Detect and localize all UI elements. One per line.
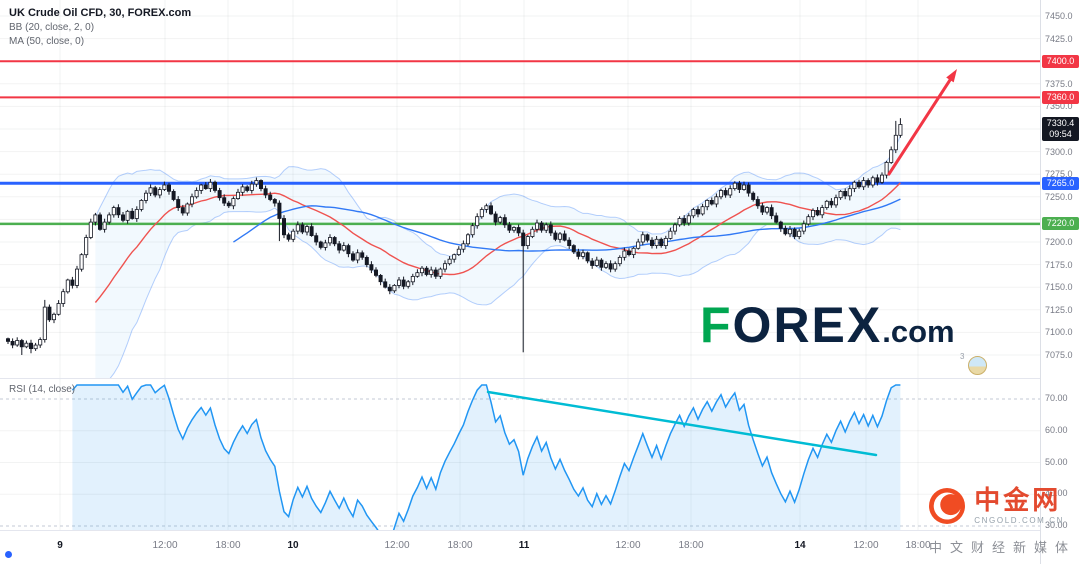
price-tick-label: 7125.0	[1045, 304, 1073, 315]
price-axis[interactable]: 7450.0 7425.0 7375.0 7350.0 7300.0 7275.0 7250…	[1040, 0, 1080, 564]
price-level-badge: 7360.0	[1042, 90, 1079, 104]
forex-logo-text: OREX	[732, 297, 883, 353]
globe-icon: 3	[958, 352, 990, 376]
price-tick-label: 7375.0	[1045, 78, 1073, 89]
price-tick-label: 7175.0	[1045, 259, 1073, 270]
cngold-domain: CNGOLD.COM.CN	[974, 516, 1064, 525]
time-label: 12:00	[384, 540, 410, 551]
bb-indicator-label: BB (20, close, 2, 0)	[9, 22, 95, 33]
time-label: 11	[518, 540, 530, 551]
price-tick-label: 7250.0	[1045, 191, 1073, 202]
price-tick-label: 7275.0	[1045, 169, 1073, 180]
price-tick-label: 7425.0	[1045, 33, 1073, 44]
time-axis[interactable]: 9 12:00 18:00 10 12:00 18:00 11 12:00 18:00 14 12:…	[0, 530, 1040, 564]
time-label: 9	[57, 540, 63, 551]
time-label: 12:00	[152, 540, 178, 551]
time-label: 10	[287, 540, 299, 551]
price-tick-label: 7300.0	[1045, 146, 1073, 157]
cngold-logo: 中金网 CNGOLD.COM.CN	[928, 487, 1064, 525]
rsi-tick-label: 40.00	[1045, 488, 1068, 499]
rsi-indicator-panel[interactable]: RSI (14, close)	[0, 378, 1040, 531]
chart-legend: UK Crude Oil CFD, 30, FOREX.com BB (20, …	[9, 7, 191, 47]
price-chart-panel[interactable]: UK Crude Oil CFD, 30, FOREX.com BB (20, …	[0, 0, 1040, 378]
forex-watermark-logo: FOREX.com	[700, 296, 955, 354]
rsi-tick-label: 60.00	[1045, 424, 1068, 435]
time-label: 18:00	[215, 540, 241, 551]
price-tick-label: 7150.0	[1045, 282, 1073, 293]
price-level-badge: 7265.0	[1042, 176, 1079, 190]
rsi-tick-label: 70.00	[1045, 393, 1068, 403]
time-label: 12:00	[615, 540, 641, 551]
current-price-badge: 7330.4 09:54	[1042, 117, 1079, 142]
price-tick-label: 7100.0	[1045, 327, 1073, 338]
forex-logo-f: F	[700, 297, 733, 353]
bar-countdown: 09:54	[1049, 129, 1072, 140]
time-label: 18:00	[678, 540, 704, 551]
status-dot	[5, 551, 12, 558]
cngold-brand-name: 中金网	[974, 485, 1062, 515]
cngold-tagline: 中文财经新媒体	[928, 540, 1076, 555]
price-chart-canvas[interactable]	[0, 0, 1040, 378]
time-label: 18:00	[447, 540, 473, 551]
rsi-tick-label: 50.00	[1045, 456, 1068, 467]
rsi-indicator-label: RSI (14, close)	[9, 384, 76, 395]
price-tick-label: 7075.0	[1045, 350, 1073, 360]
rsi-canvas[interactable]	[0, 379, 1040, 531]
price-level-badge: 7220.0	[1042, 217, 1079, 231]
time-label: 18:00	[905, 540, 931, 551]
time-label: 14	[794, 540, 806, 551]
price-tick-label: 7350.0	[1045, 101, 1073, 112]
globe-badge: 3	[960, 352, 965, 361]
forex-logo-suffix: .com	[882, 314, 955, 349]
cngold-icon	[929, 488, 966, 524]
ma-indicator-label: MA (50, close, 0)	[9, 36, 85, 47]
rsi-tick-label: 30.00	[1045, 520, 1068, 530]
current-price-value: 7330.4	[1046, 118, 1075, 129]
price-tick-label: 7200.0	[1045, 237, 1073, 247]
price-level-badge: 7400.0	[1042, 54, 1079, 68]
symbol-title: UK Crude Oil CFD, 30, FOREX.com	[9, 7, 192, 19]
price-tick-label: 7450.0	[1045, 11, 1073, 21]
globe-ball-icon	[968, 356, 987, 375]
time-label: 12:00	[853, 540, 879, 551]
